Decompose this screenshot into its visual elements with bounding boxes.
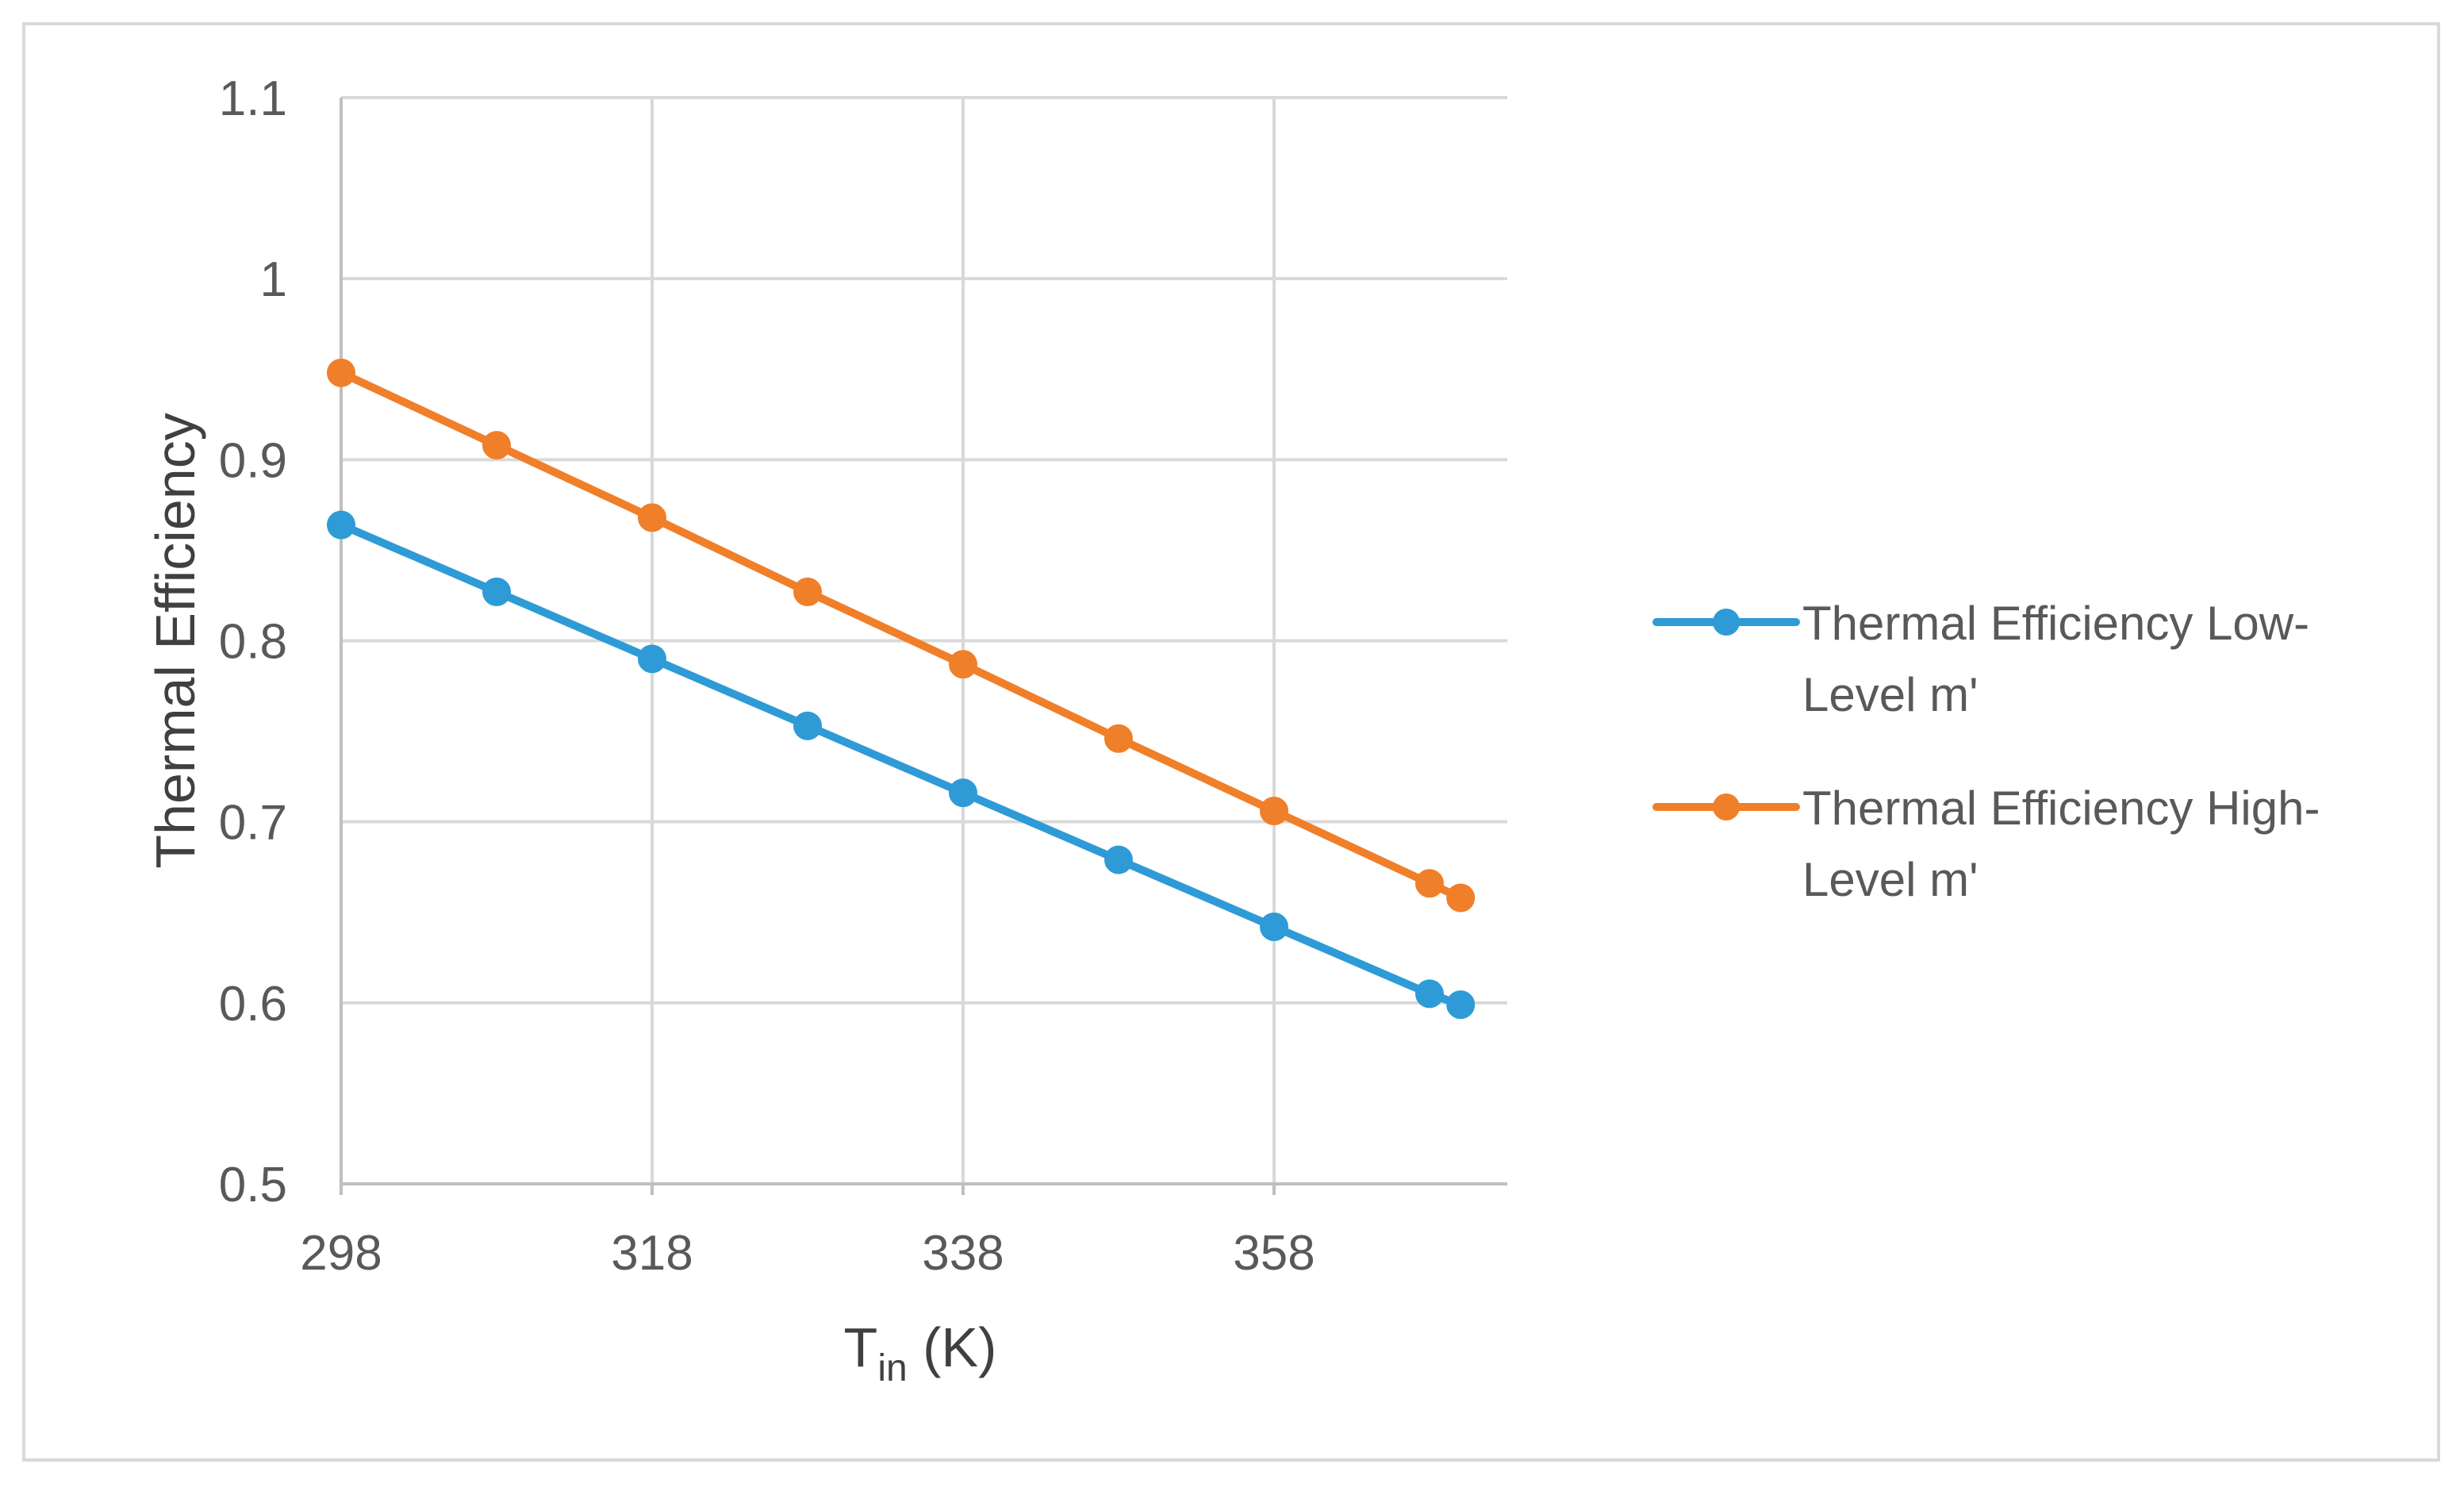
data-point [1260, 913, 1288, 942]
data-point [1104, 845, 1133, 874]
series-2 [327, 358, 1476, 913]
x-tick-labels: 298 318 338 358 [300, 1226, 1315, 1281]
x-axis-title-unit: (K) [908, 1316, 997, 1378]
data-point [482, 577, 511, 606]
data-point [482, 431, 511, 460]
data-point [1415, 869, 1444, 898]
data-point [1104, 724, 1133, 753]
x-axis-title: Tin (K) [844, 1316, 997, 1389]
y-tick-label: 1.1 [219, 71, 287, 126]
legend-label: Level m' [1802, 853, 1978, 906]
grid-layer [341, 96, 1507, 1184]
legend-marker [1713, 793, 1740, 820]
y-tick-label: 0.5 [219, 1158, 287, 1212]
axis-layer [340, 98, 1507, 1195]
x-axis-title-main: T [844, 1316, 878, 1378]
data-point [1260, 796, 1288, 825]
data-point [1446, 883, 1476, 913]
series-1 [327, 510, 1476, 1020]
legend-label: Thermal Efficiency High- [1802, 782, 2320, 835]
data-point [793, 711, 822, 740]
legend-entry-1: Thermal Efficiency Low- Level m' [1652, 597, 2309, 721]
data-point [793, 577, 822, 606]
legend-label: Thermal Efficiency Low- [1802, 597, 2309, 650]
chart-svg: 0.5 0.6 0.7 0.8 0.9 1 1.1 298 318 338 358 Thermal… [144, 71, 2320, 1389]
y-tick-label: 0.9 [219, 433, 287, 488]
y-tick-label: 0.7 [219, 796, 287, 851]
data-point [638, 644, 666, 674]
x-tick-label: 298 [300, 1226, 382, 1281]
y-tick-label: 0.6 [219, 977, 287, 1032]
y-tick-label: 0.8 [219, 615, 287, 670]
legend: Thermal Efficiency Low-Level m'Thermal E… [1652, 597, 2320, 906]
data-point [949, 650, 977, 679]
y-axis-title: Thermal Efficiency [144, 413, 206, 868]
y-tick-label: 1 [260, 252, 287, 307]
legend-entry-2: Thermal Efficiency High- Level m' [1652, 782, 2320, 906]
x-axis-title-subscript: in [877, 1347, 907, 1389]
data-point [1415, 979, 1444, 1009]
legend-marker [1713, 609, 1740, 636]
series-layer [327, 358, 1476, 1020]
data-point [638, 503, 666, 532]
data-point [1446, 990, 1476, 1020]
x-tick-label: 358 [1233, 1226, 1315, 1281]
legend-label: Level m' [1802, 668, 1978, 721]
x-tick-label: 318 [611, 1226, 693, 1281]
data-point [327, 358, 355, 387]
y-tick-labels: 0.5 0.6 0.7 0.8 0.9 1 1.1 [219, 71, 287, 1212]
data-point [327, 510, 355, 540]
x-tick-label: 338 [922, 1226, 1004, 1281]
chart-frame: 0.5 0.6 0.7 0.8 0.9 1 1.1 298 318 338 358 Thermal… [22, 22, 2440, 1462]
data-point [949, 778, 977, 808]
